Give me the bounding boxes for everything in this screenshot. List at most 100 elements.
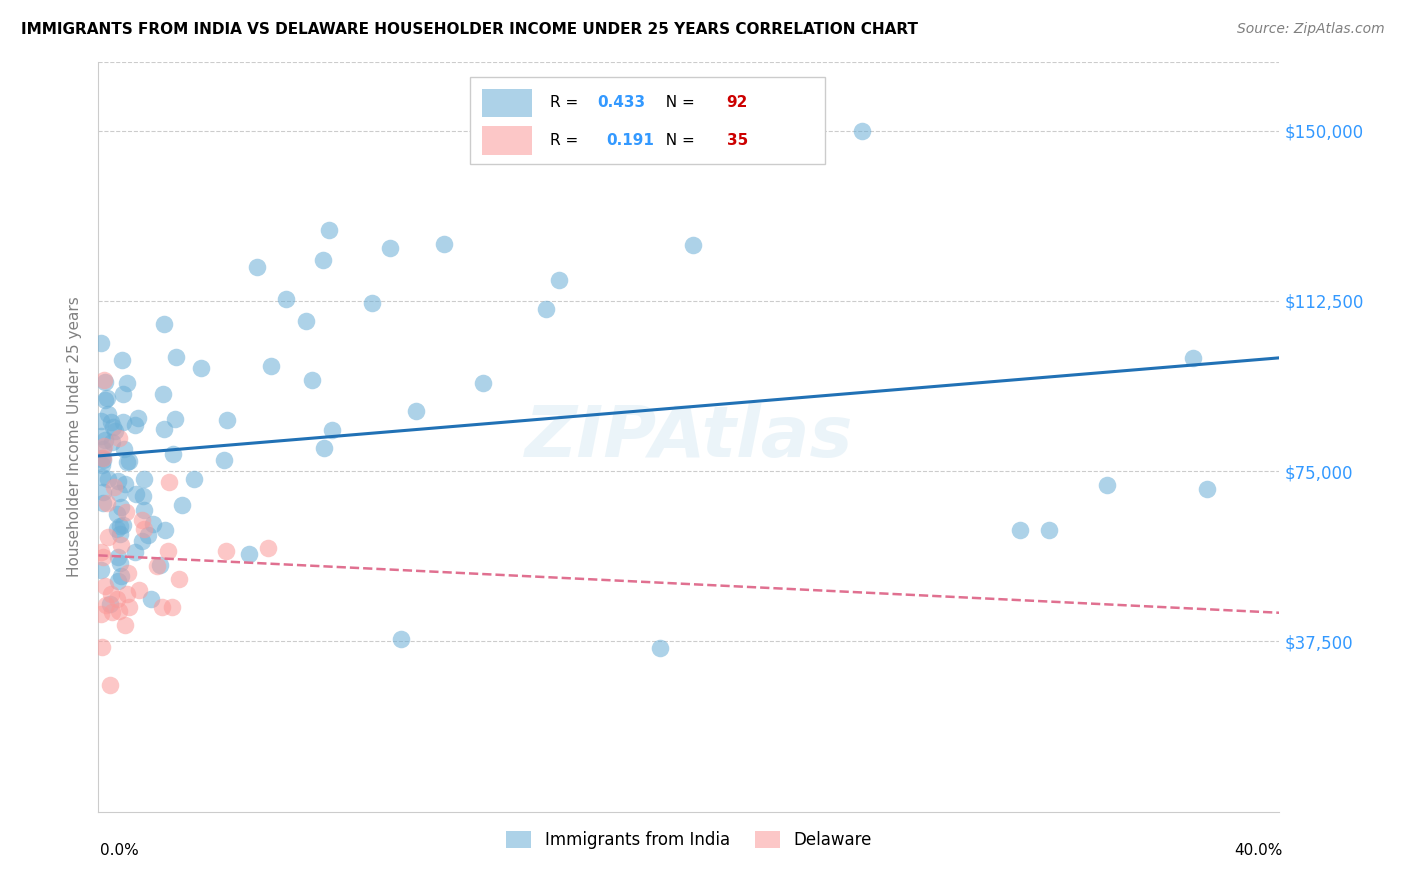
Point xyxy=(97,472,120,486)
Point xyxy=(90,458,112,473)
Point xyxy=(548,273,571,287)
Point xyxy=(96,391,118,405)
Point xyxy=(115,376,138,390)
Point xyxy=(93,450,115,465)
Point xyxy=(90,429,112,443)
Point xyxy=(114,477,136,491)
Text: 0.433: 0.433 xyxy=(596,95,645,111)
Point xyxy=(152,386,174,401)
Point xyxy=(1038,523,1060,537)
Point xyxy=(100,597,122,611)
Point xyxy=(389,632,412,647)
Point xyxy=(115,587,138,601)
Point xyxy=(361,296,384,310)
Text: 35: 35 xyxy=(727,133,748,148)
Point xyxy=(318,223,340,237)
Point xyxy=(134,472,156,486)
Point xyxy=(314,441,336,455)
Point xyxy=(91,452,114,467)
Point xyxy=(190,361,212,376)
Point xyxy=(96,496,118,510)
Point xyxy=(94,579,117,593)
Point xyxy=(112,442,135,456)
Point xyxy=(139,592,162,607)
Point xyxy=(114,504,136,518)
Point xyxy=(132,489,155,503)
Point xyxy=(215,544,238,558)
Point xyxy=(110,538,132,552)
Point xyxy=(90,607,112,622)
Point xyxy=(117,566,139,580)
Point xyxy=(136,528,159,542)
Point xyxy=(112,386,135,401)
Point xyxy=(111,415,134,429)
Point xyxy=(157,475,180,489)
Point xyxy=(108,485,131,500)
Point xyxy=(93,485,115,500)
Point xyxy=(90,450,112,465)
Point xyxy=(146,558,169,573)
Point xyxy=(94,434,117,448)
Point xyxy=(118,600,141,615)
Point xyxy=(98,677,121,691)
Point xyxy=(105,591,128,606)
Text: N =: N = xyxy=(655,133,700,148)
Y-axis label: Householder Income Under 25 years: Householder Income Under 25 years xyxy=(67,297,83,577)
Point xyxy=(1182,351,1205,365)
Point xyxy=(295,314,318,328)
Text: N =: N = xyxy=(655,95,700,111)
Point xyxy=(111,353,134,368)
Point xyxy=(105,522,128,536)
Point xyxy=(162,599,184,614)
Point xyxy=(107,432,129,446)
Point xyxy=(131,513,153,527)
Point xyxy=(471,376,494,390)
Point xyxy=(246,260,269,274)
Point xyxy=(90,545,112,559)
Point xyxy=(1095,477,1118,491)
Point xyxy=(378,242,401,256)
Text: R =: R = xyxy=(550,133,588,148)
Point xyxy=(108,556,131,570)
Point xyxy=(155,523,177,537)
Point xyxy=(212,452,235,467)
Point xyxy=(100,587,122,601)
Point xyxy=(100,415,122,429)
Point xyxy=(117,454,139,468)
Point xyxy=(90,563,112,577)
Point xyxy=(93,373,115,387)
Point xyxy=(97,530,120,544)
Point xyxy=(142,516,165,531)
Text: 0.0%: 0.0% xyxy=(100,843,139,858)
Point xyxy=(91,496,114,510)
Point xyxy=(162,447,184,461)
Point xyxy=(115,455,138,469)
Point xyxy=(152,422,174,436)
Text: ZIPAtlas: ZIPAtlas xyxy=(524,402,853,472)
Point xyxy=(103,419,125,434)
Text: IMMIGRANTS FROM INDIA VS DELAWARE HOUSEHOLDER INCOME UNDER 25 YEARS CORRELATION : IMMIGRANTS FROM INDIA VS DELAWARE HOUSEH… xyxy=(21,22,918,37)
Point xyxy=(108,519,131,533)
FancyBboxPatch shape xyxy=(471,78,825,163)
Point xyxy=(114,617,136,632)
Point xyxy=(90,336,112,351)
Point xyxy=(124,418,146,433)
Point xyxy=(165,350,187,364)
Point xyxy=(105,508,128,522)
Point xyxy=(301,373,323,387)
Point xyxy=(167,572,190,586)
Point xyxy=(103,480,125,494)
Point xyxy=(97,407,120,421)
Point xyxy=(94,375,117,389)
Point xyxy=(149,558,172,573)
Text: R =: R = xyxy=(550,95,582,111)
Point xyxy=(107,574,129,588)
Point xyxy=(110,569,132,583)
Point xyxy=(108,604,131,618)
Point xyxy=(110,500,132,515)
Text: 92: 92 xyxy=(727,95,748,111)
Point xyxy=(94,392,117,407)
Text: 0.191: 0.191 xyxy=(606,133,654,148)
Point xyxy=(132,522,155,536)
Point xyxy=(125,487,148,501)
